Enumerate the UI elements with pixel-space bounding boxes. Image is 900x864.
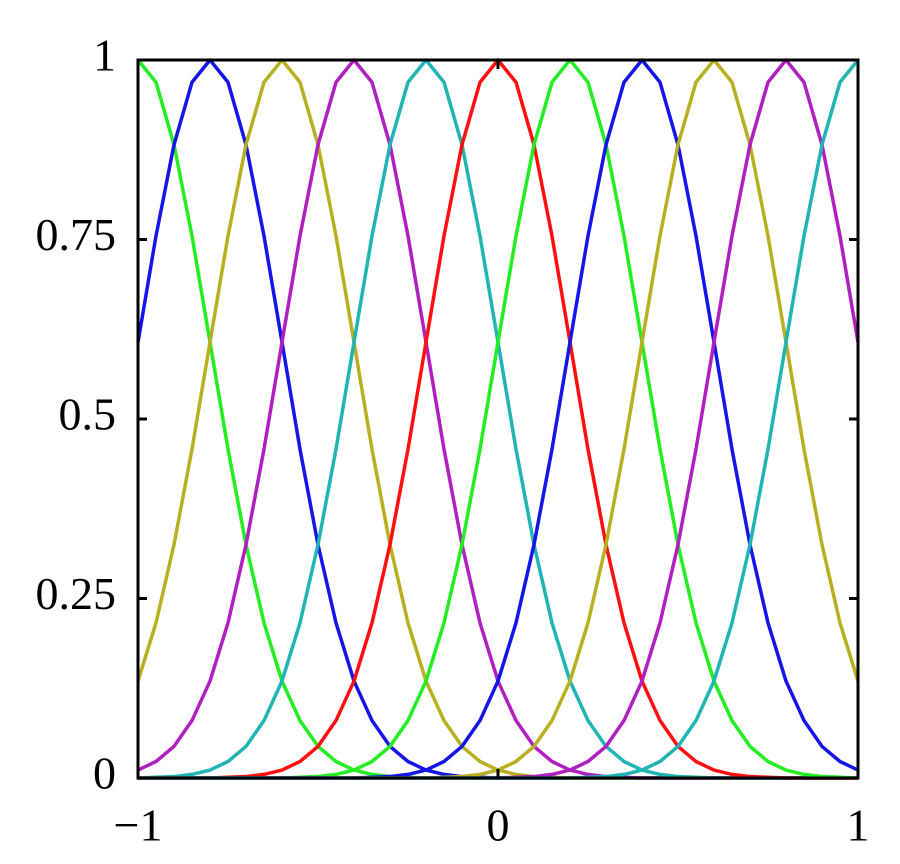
y-tick-label: 0.75	[36, 209, 117, 260]
x-tick-label: 0	[487, 800, 510, 851]
y-tick-label: 1	[93, 30, 116, 81]
plot-frame	[136, 58, 860, 780]
x-tick-label: −1	[114, 800, 163, 851]
x-tick-label: 1	[847, 800, 870, 851]
curve	[138, 58, 860, 780]
curve	[138, 58, 858, 780]
curve	[138, 58, 859, 780]
y-tick-label: 0.25	[36, 568, 117, 619]
curve	[137, 58, 858, 780]
curve	[136, 58, 858, 780]
y-tick-label: 0	[93, 748, 116, 799]
curve	[138, 58, 860, 780]
curve	[137, 58, 858, 780]
y-tick-label: 0.5	[59, 389, 117, 440]
curve	[138, 58, 860, 780]
curve	[136, 58, 858, 780]
curve	[138, 58, 859, 780]
curve	[136, 58, 858, 780]
